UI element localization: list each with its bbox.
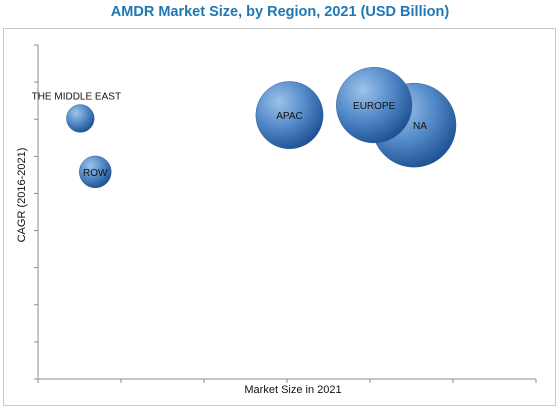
bubble-label: APAC	[276, 111, 303, 122]
chart-frame	[3, 28, 556, 406]
bubble-label: ROW	[83, 168, 108, 179]
bubble-labels: NA EUROPE APAC THE MIDDLE EAST ROW	[32, 92, 428, 179]
bubble-label: NA	[413, 121, 427, 132]
x-axis-label: Market Size in 2021	[244, 384, 341, 396]
bubble-europe	[336, 67, 413, 144]
bubble-apac	[255, 81, 324, 149]
bubbles	[66, 67, 457, 189]
bubble-label: THE MIDDLE EAST	[32, 92, 121, 103]
axes	[34, 44, 537, 383]
bubble-label: EUROPE	[353, 101, 396, 112]
chart-title: AMDR Market Size, by Region, 2021 (USD B…	[110, 4, 450, 20]
bubble-row	[79, 155, 112, 189]
y-axis-label: CAGR (2016-2021)	[16, 148, 28, 243]
bubble-the-middle-east	[66, 104, 95, 133]
